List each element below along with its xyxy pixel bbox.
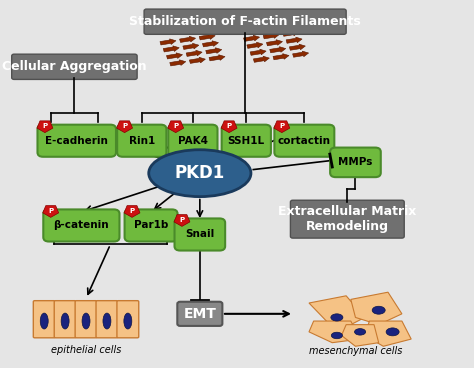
FancyArrow shape	[163, 46, 179, 52]
FancyArrow shape	[190, 57, 205, 63]
Text: P: P	[279, 123, 284, 129]
FancyArrow shape	[202, 41, 219, 47]
FancyArrow shape	[266, 40, 283, 46]
Ellipse shape	[149, 150, 251, 197]
Polygon shape	[274, 121, 290, 132]
Text: P: P	[48, 208, 53, 214]
FancyArrow shape	[289, 44, 305, 50]
Polygon shape	[309, 321, 360, 343]
Text: Cellular Aggregation: Cellular Aggregation	[2, 60, 147, 73]
FancyBboxPatch shape	[168, 125, 218, 157]
FancyBboxPatch shape	[54, 301, 76, 338]
Text: PKD1: PKD1	[175, 164, 225, 182]
Text: epithelial cells: epithelial cells	[51, 346, 121, 355]
Text: Snail: Snail	[185, 230, 214, 240]
Text: E-cadherin: E-cadherin	[46, 136, 108, 146]
FancyArrow shape	[270, 47, 286, 53]
FancyBboxPatch shape	[174, 219, 225, 251]
FancyArrow shape	[292, 51, 309, 57]
FancyArrow shape	[247, 42, 263, 48]
Ellipse shape	[331, 314, 343, 321]
Text: P: P	[122, 123, 127, 129]
Polygon shape	[221, 121, 237, 132]
FancyArrow shape	[186, 50, 202, 56]
Polygon shape	[37, 121, 53, 132]
Ellipse shape	[82, 313, 90, 329]
FancyBboxPatch shape	[330, 148, 381, 177]
Text: Rin1: Rin1	[128, 136, 155, 146]
Polygon shape	[168, 121, 183, 132]
FancyBboxPatch shape	[37, 125, 116, 157]
FancyArrow shape	[206, 48, 222, 54]
FancyBboxPatch shape	[274, 125, 334, 157]
Polygon shape	[43, 206, 59, 217]
Text: mesenchymal cells: mesenchymal cells	[309, 346, 402, 356]
FancyArrow shape	[183, 43, 199, 49]
Text: EMT: EMT	[183, 307, 216, 321]
Polygon shape	[124, 206, 140, 217]
FancyArrow shape	[160, 39, 176, 45]
FancyArrow shape	[244, 35, 260, 41]
FancyBboxPatch shape	[222, 125, 271, 157]
FancyArrow shape	[199, 34, 215, 40]
Text: P: P	[227, 123, 232, 129]
Text: Par1b: Par1b	[134, 220, 168, 230]
Ellipse shape	[124, 313, 132, 329]
Polygon shape	[341, 325, 379, 346]
FancyBboxPatch shape	[75, 301, 97, 338]
Polygon shape	[174, 215, 190, 226]
Polygon shape	[309, 296, 365, 332]
FancyArrow shape	[170, 60, 186, 66]
Ellipse shape	[372, 306, 385, 314]
FancyBboxPatch shape	[125, 209, 178, 241]
Polygon shape	[351, 292, 402, 325]
Polygon shape	[365, 321, 411, 346]
Polygon shape	[117, 121, 133, 132]
FancyArrow shape	[273, 54, 289, 60]
Text: P: P	[42, 123, 47, 129]
FancyBboxPatch shape	[144, 9, 346, 34]
FancyArrow shape	[286, 37, 302, 43]
Text: SSH1L: SSH1L	[228, 136, 265, 146]
Ellipse shape	[331, 332, 342, 339]
FancyArrow shape	[254, 56, 269, 62]
Text: P: P	[129, 208, 135, 214]
FancyBboxPatch shape	[12, 54, 137, 79]
Text: MMPs: MMPs	[338, 158, 373, 167]
Ellipse shape	[40, 313, 48, 329]
Ellipse shape	[386, 328, 399, 336]
Ellipse shape	[61, 313, 69, 329]
FancyBboxPatch shape	[43, 209, 119, 241]
FancyArrow shape	[250, 49, 266, 55]
Text: Extracellular Matrix
Remodeling: Extracellular Matrix Remodeling	[278, 205, 417, 233]
FancyBboxPatch shape	[96, 301, 118, 338]
FancyBboxPatch shape	[177, 302, 222, 326]
FancyArrow shape	[283, 30, 299, 36]
Text: β-catenin: β-catenin	[54, 220, 109, 230]
FancyArrow shape	[180, 36, 196, 42]
FancyBboxPatch shape	[117, 301, 139, 338]
Ellipse shape	[355, 329, 365, 335]
Text: P: P	[179, 217, 184, 223]
Text: cortactin: cortactin	[278, 136, 331, 146]
FancyArrow shape	[166, 53, 182, 59]
FancyBboxPatch shape	[117, 125, 166, 157]
FancyBboxPatch shape	[33, 301, 55, 338]
Text: PAK4: PAK4	[178, 136, 208, 146]
Text: Stabilization of F-actin Filaments: Stabilization of F-actin Filaments	[129, 15, 361, 28]
Ellipse shape	[103, 313, 111, 329]
FancyBboxPatch shape	[291, 200, 404, 238]
FancyArrow shape	[209, 55, 225, 61]
Text: P: P	[173, 123, 178, 129]
FancyArrow shape	[263, 33, 279, 39]
